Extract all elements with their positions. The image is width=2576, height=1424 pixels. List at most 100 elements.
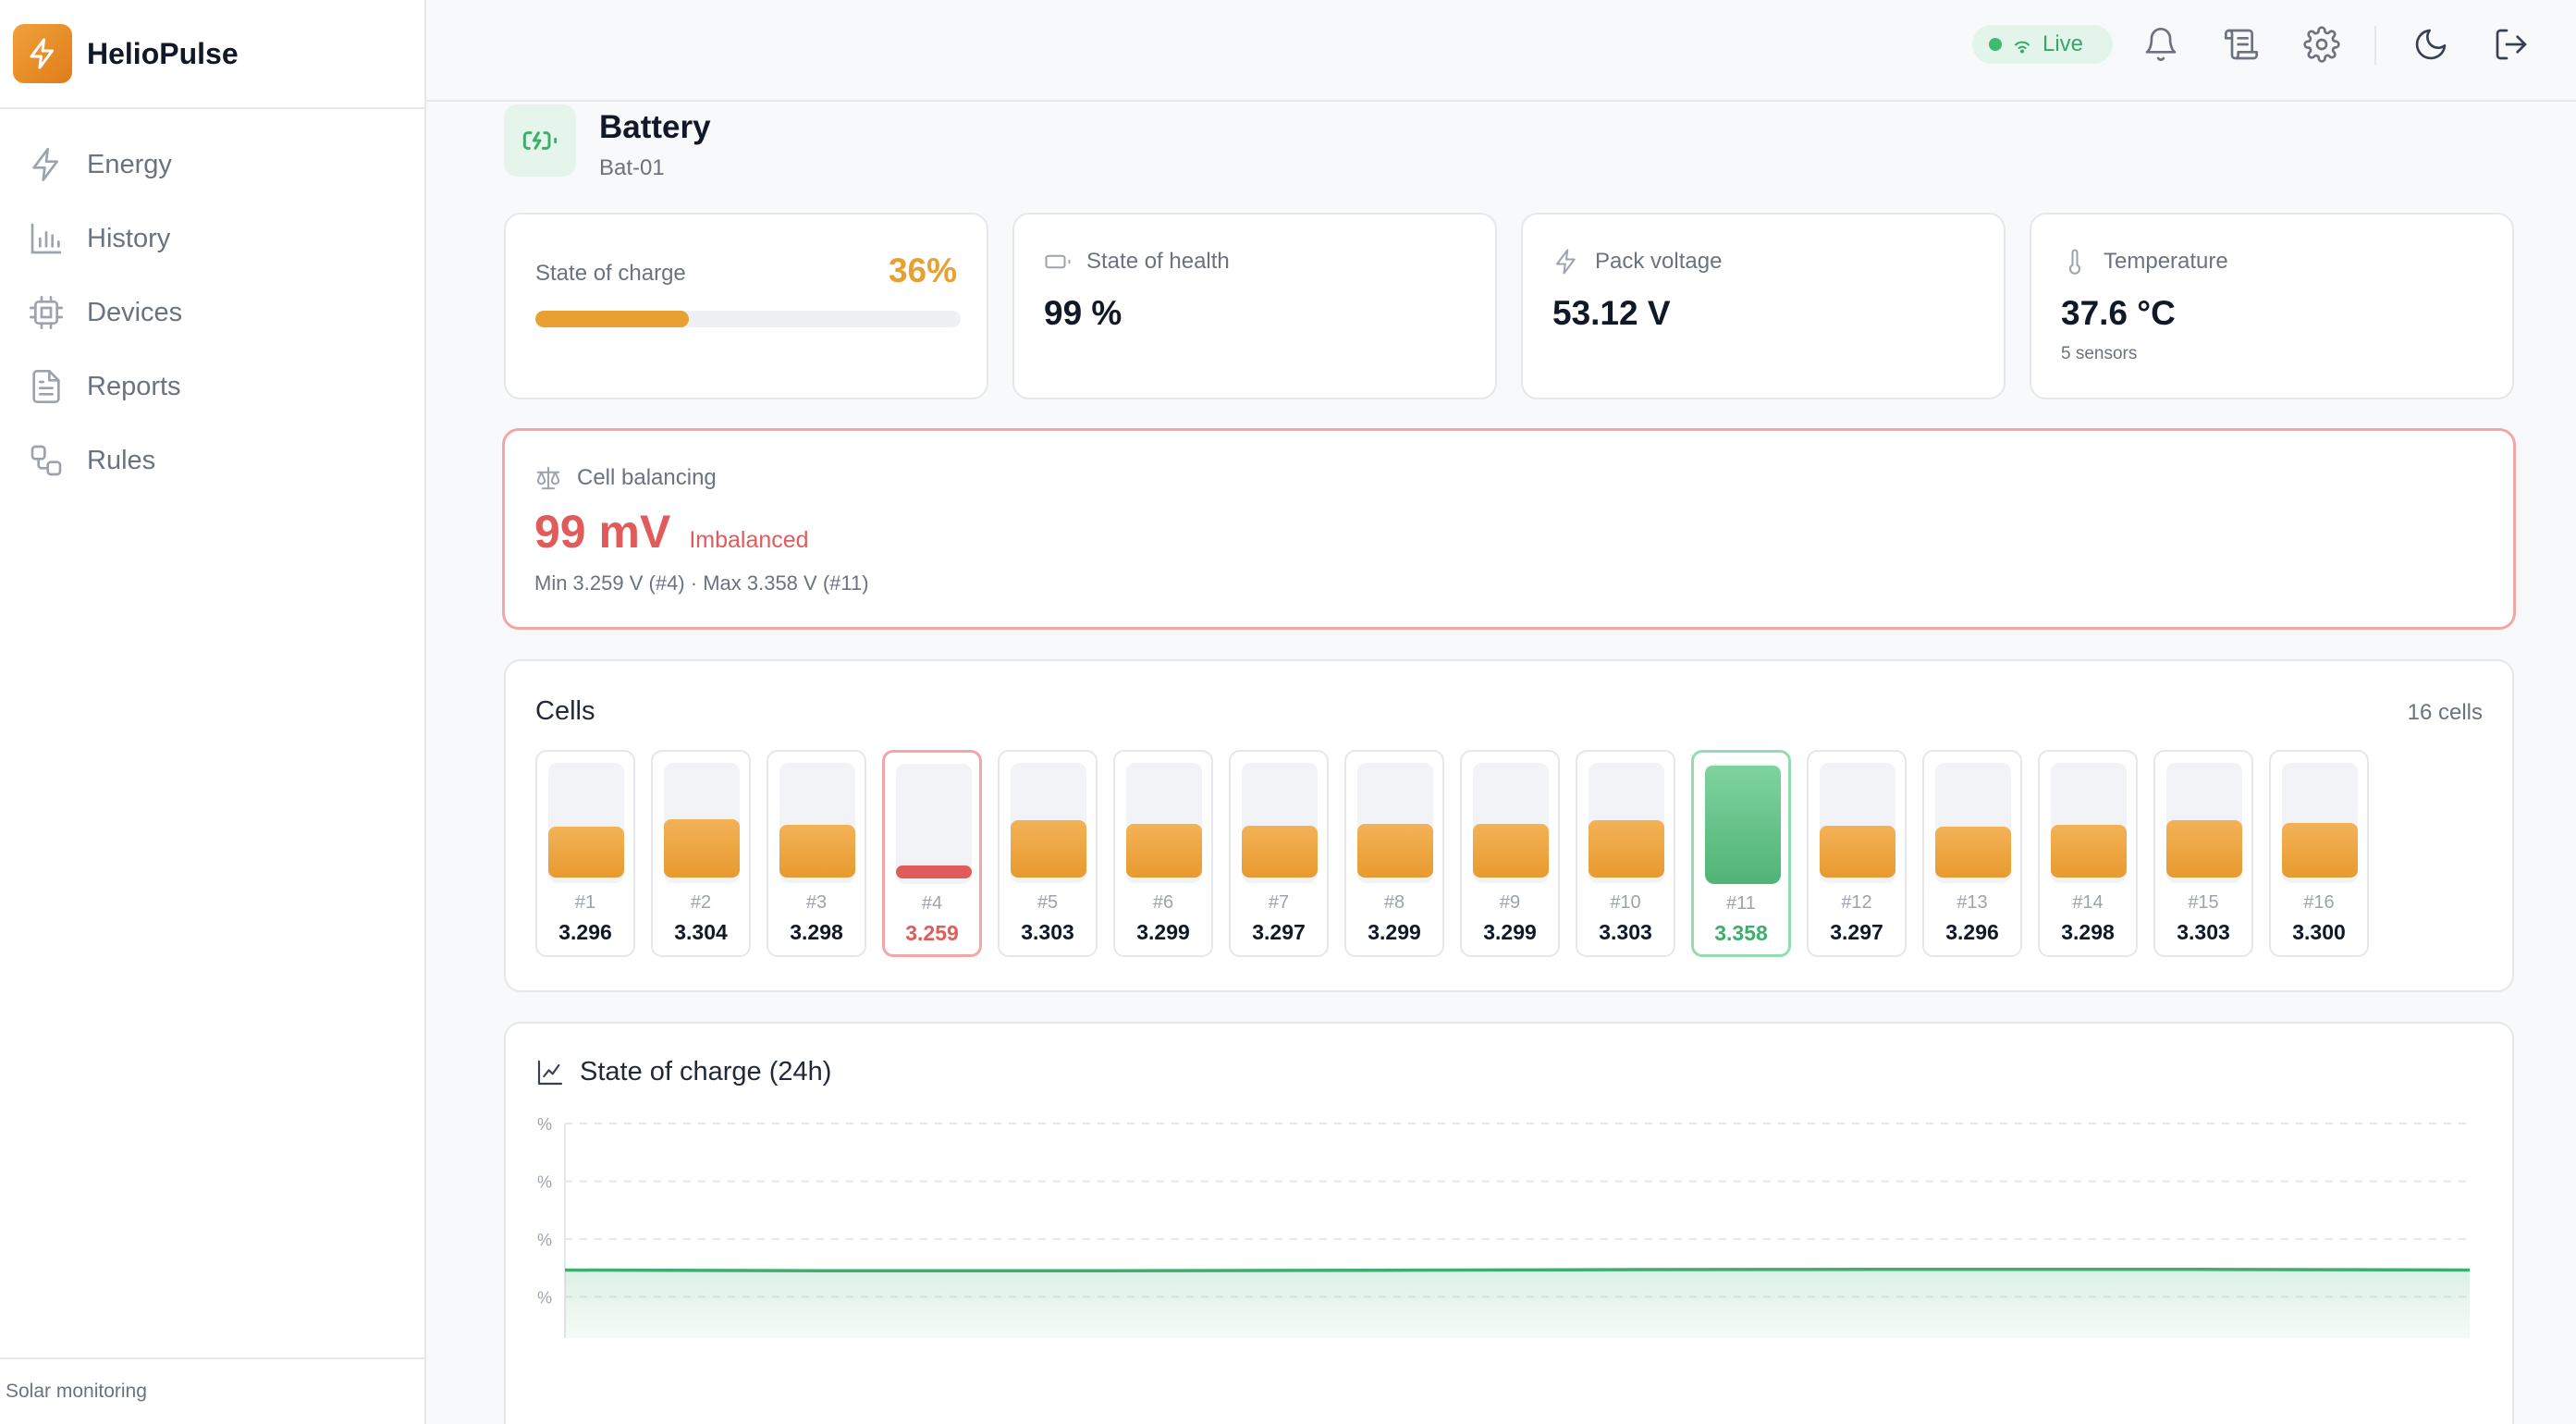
y-tick-label: % — [537, 1173, 552, 1192]
cell-tile[interactable]: #11 3.358 — [1691, 750, 1791, 957]
cell-tile[interactable]: #9 3.299 — [1460, 750, 1560, 957]
moon-icon[interactable] — [2412, 26, 2449, 63]
cell-level-track — [1935, 763, 2011, 883]
cell-level-fill — [896, 865, 972, 878]
bell-icon[interactable] — [2142, 26, 2179, 63]
bolt-icon — [1556, 249, 1576, 275]
cell-tile[interactable]: #16 3.300 — [2269, 750, 2369, 957]
cell-tile[interactable]: #13 3.296 — [1922, 750, 2022, 957]
sidebar-item-energy[interactable]: Energy — [0, 128, 424, 202]
cell-tile[interactable]: #3 3.298 — [767, 750, 866, 957]
cell-voltage: 3.299 — [1483, 920, 1537, 944]
cell-tile[interactable]: #10 3.303 — [1576, 750, 1675, 957]
cells-count: 16 cells — [2407, 700, 2483, 725]
cell-index: #10 — [1610, 892, 1641, 913]
status-dot — [1989, 38, 2002, 51]
temperature-label: Temperature — [2104, 249, 2228, 274]
cell-tile[interactable]: #2 3.304 — [651, 750, 751, 957]
brand[interactable]: HelioPulse — [0, 0, 424, 109]
cell-level-track — [548, 763, 624, 883]
cell-tile[interactable]: #15 3.303 — [2153, 750, 2253, 957]
sidebar-item-rules[interactable]: Rules — [0, 424, 424, 497]
soc-value: 36% — [888, 252, 957, 289]
soh-label-row: State of health — [1044, 248, 1230, 276]
bar-chart-icon — [31, 223, 62, 254]
voltage-value: 53.12 V — [1552, 294, 1671, 332]
cells-card: Cells 16 cells #1 3.296 #2 3.304 #3 3.298 #4 3.… — [504, 659, 2514, 992]
y-tick-label: % — [537, 1231, 552, 1249]
cell-voltage: 3.303 — [1021, 920, 1074, 944]
cell-level-track — [2166, 763, 2242, 883]
balancing-label: Cell balancing — [577, 465, 717, 490]
cell-level-track — [1820, 763, 1895, 883]
cell-tile[interactable]: #4 3.259 — [882, 750, 982, 957]
chart-title-row: State of charge (24h) — [535, 1057, 831, 1087]
voltage-label: Pack voltage — [1595, 249, 1723, 274]
cell-tile[interactable]: #8 3.299 — [1344, 750, 1444, 957]
cell-index: #16 — [2303, 892, 2335, 913]
balancing-label-row: Cell balancing — [534, 464, 717, 492]
cell-voltage: 3.298 — [2061, 920, 2115, 944]
cell-voltage: 3.296 — [1945, 920, 1999, 944]
sidebar-item-reports[interactable]: Reports — [0, 350, 424, 424]
soc-chart: %%%%%05:33 PM05:34 PM05:35 PM05:36 PM — [537, 1115, 2471, 1338]
logo-bolt-icon — [13, 24, 72, 83]
cell-index: #6 — [1152, 892, 1174, 913]
cell-level-fill — [779, 825, 855, 878]
soc-progress-fill — [535, 311, 689, 327]
y-tick-label: % — [537, 1289, 552, 1307]
cell-tile[interactable]: #6 3.299 — [1113, 750, 1213, 957]
cell-level-track — [2051, 763, 2127, 883]
soc-area — [565, 1269, 2470, 1338]
line-chart-icon — [537, 1060, 563, 1085]
app-name: HelioPulse — [87, 36, 239, 70]
sidebar-item-history[interactable]: History — [0, 202, 424, 276]
cell-level-track — [1242, 763, 1318, 883]
cell-level-fill — [1473, 824, 1549, 878]
cell-level-track — [1589, 763, 1664, 883]
page-title: Battery — [599, 109, 711, 145]
topbar: Live — [426, 0, 2576, 102]
cell-tile[interactable]: #14 3.298 — [2038, 750, 2138, 957]
cell-voltage: 3.304 — [674, 920, 728, 944]
cell-tile[interactable]: #12 3.297 — [1807, 750, 1907, 957]
cell-voltage: 3.297 — [1252, 920, 1306, 944]
battery-charging-icon — [504, 104, 576, 177]
cell-voltage: 3.299 — [1136, 920, 1190, 944]
live-status-label: Live — [2042, 31, 2084, 56]
cell-voltage: 3.296 — [558, 920, 612, 944]
cell-level-fill — [1357, 824, 1433, 878]
cell-level-fill — [1589, 820, 1664, 878]
sidebar-item-label: History — [87, 223, 171, 253]
voltage-label-row: Pack voltage — [1552, 248, 1722, 276]
cell-level-fill — [1242, 826, 1318, 878]
sidebar-item-label: Rules — [87, 445, 156, 475]
sidebar-item-devices[interactable]: Devices — [0, 276, 424, 350]
cell-level-track — [664, 763, 740, 883]
cell-tile[interactable]: #5 3.303 — [998, 750, 1098, 957]
cell-tile[interactable]: #1 3.296 — [535, 750, 635, 957]
cell-index: #9 — [1499, 892, 1521, 913]
balancing-value-row: 99 mV Imbalanced — [534, 505, 809, 559]
cell-tile[interactable]: #7 3.297 — [1229, 750, 1329, 957]
balancing-value: 99 mV — [534, 506, 671, 558]
scroll-icon[interactable] — [2223, 26, 2260, 63]
cell-level-track — [1705, 764, 1781, 884]
sidebar: HelioPulse Energy History Devices Report… — [0, 0, 426, 1424]
cell-voltage: 3.297 — [1830, 920, 1883, 944]
cell-level-fill — [2282, 823, 2358, 878]
gear-icon[interactable] — [2303, 26, 2340, 63]
sidebar-item-label: Devices — [87, 297, 183, 327]
chip-icon — [30, 296, 63, 329]
cell-level-fill — [2051, 825, 2127, 878]
cell-level-track — [1011, 763, 1086, 883]
cell-index: #5 — [1037, 892, 1059, 913]
cell-index: #12 — [1841, 892, 1872, 913]
cell-level-track — [779, 763, 855, 883]
sidebar-nav: Energy History Devices Reports Rules — [0, 109, 424, 497]
soc-line — [564, 1268, 2471, 1272]
soc-chart-card: State of charge (24h) %%%%%05:33 PM05:34… — [504, 1022, 2514, 1424]
cell-voltage: 3.259 — [905, 921, 959, 945]
logout-icon[interactable] — [2493, 26, 2530, 63]
balancing-status: Imbalanced — [689, 527, 809, 553]
